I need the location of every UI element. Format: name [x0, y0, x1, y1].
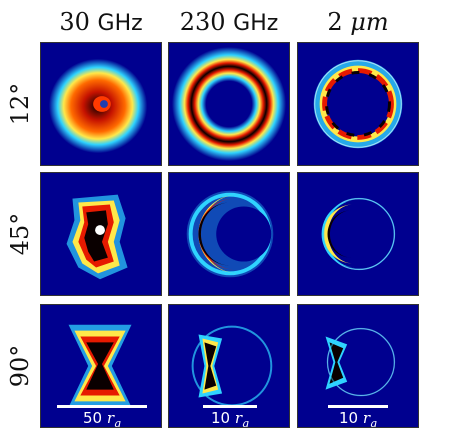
scale-bar-value: 10 — [338, 409, 359, 427]
scale-bar-subscript: g — [370, 417, 378, 428]
scale-bar-subscript: g — [114, 417, 122, 428]
row-header-12: 12° — [2, 42, 38, 166]
crescent-image — [321, 197, 396, 271]
row-header-label: 45° — [6, 212, 34, 256]
row-header-label: 90° — [6, 344, 34, 388]
image-panel-90deg-2um: 10 rg — [297, 304, 419, 428]
image-panel-90deg-230ghz: 10 rg — [168, 304, 290, 428]
crescent-image — [186, 190, 274, 278]
image-panel-12deg-230ghz — [168, 42, 290, 166]
column-header-30ghz: 30 GHz — [40, 6, 162, 38]
column-header-unit: GHz — [233, 11, 279, 36]
crescent-image — [325, 327, 396, 397]
scale-bar-label: 50 rg — [57, 409, 147, 428]
image-panel-45deg-30ghz — [40, 172, 162, 296]
image-panel-45deg-230ghz — [168, 172, 290, 296]
ring-image — [171, 46, 287, 162]
scale-bar-value: 10 — [210, 409, 231, 427]
column-header-unit: GHz — [97, 11, 143, 36]
column-header-value: 30 — [59, 8, 90, 36]
blob-image — [66, 194, 128, 280]
bowtie-image — [68, 324, 132, 408]
crescent-image — [191, 325, 273, 407]
column-header-230ghz: 230 GHz — [168, 6, 290, 38]
scale-bar-unit: r — [362, 409, 370, 427]
row-header-45: 45° — [2, 172, 38, 296]
scale-bar-line — [328, 405, 388, 408]
column-header-value: 2 — [327, 8, 343, 36]
image-panel-12deg-2um — [297, 42, 419, 166]
scale-bar-line — [57, 405, 147, 408]
scale-bar-unit: r — [106, 409, 114, 427]
column-header-2um: 2 μm — [297, 6, 419, 38]
column-header-value: 230 — [179, 8, 226, 36]
image-panel-90deg-30ghz: 50 rg — [40, 304, 162, 428]
scale-bar-unit: r — [234, 409, 242, 427]
row-header-90: 90° — [2, 304, 38, 428]
blob-image — [48, 58, 148, 154]
image-panel-45deg-2um — [297, 172, 419, 296]
ring-image — [313, 59, 403, 149]
scale-bar-value: 50 — [82, 409, 103, 427]
scale-bar-label: 10 rg — [320, 409, 396, 428]
scale-bar-subscript: g — [242, 417, 250, 428]
image-panel-12deg-30ghz — [40, 42, 162, 166]
row-header-label: 12° — [6, 82, 34, 126]
scale-bar-label: 10 rg — [193, 409, 267, 428]
scale-bar-line — [203, 405, 257, 408]
column-header-unit: μm — [350, 8, 389, 36]
